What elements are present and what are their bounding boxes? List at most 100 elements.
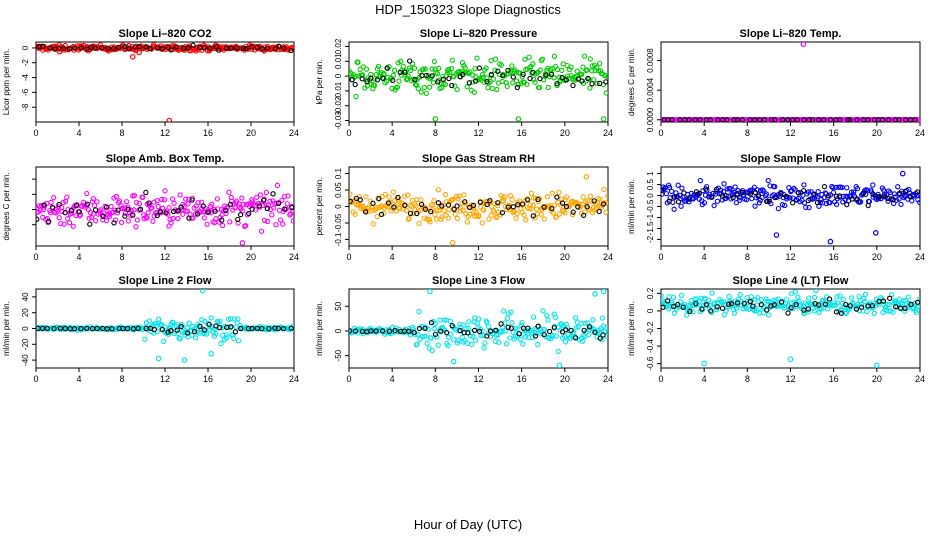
data-point	[701, 200, 708, 206]
data-point	[841, 304, 848, 310]
x-axis-title: Hour of Day (UTC)	[413, 517, 523, 532]
reference-point	[238, 325, 244, 332]
data-point	[432, 211, 438, 218]
data-point	[504, 315, 511, 321]
data-point	[168, 220, 174, 226]
reference-point	[111, 220, 117, 226]
reference-point	[395, 194, 401, 201]
y-tick-label: 0.2	[646, 287, 655, 299]
data-point	[530, 202, 536, 208]
data-point	[564, 194, 570, 200]
reference-point	[216, 47, 222, 53]
reference-point	[586, 324, 593, 330]
data-point	[830, 189, 837, 196]
data-point	[678, 203, 684, 209]
panel-3: Slope Li–820 Temp. degrees C per min. 0 4 8 1…	[627, 28, 925, 138]
reference-point	[541, 331, 547, 338]
data-point	[553, 333, 560, 339]
data-point	[502, 73, 508, 79]
reference-point	[530, 69, 536, 76]
reference-point	[47, 45, 53, 51]
reference-point	[352, 81, 358, 88]
reference-point	[559, 74, 565, 81]
outlier-point	[600, 289, 607, 295]
data-point	[917, 199, 920, 206]
y-tick-label: 0	[334, 73, 343, 78]
x-tick-label: 24	[915, 374, 925, 384]
data-point	[775, 296, 781, 302]
reference-point	[581, 212, 587, 219]
reference-point	[568, 327, 574, 334]
y-tick-label: -0.5	[646, 199, 655, 213]
data-point	[441, 208, 447, 214]
reference-point	[559, 200, 566, 206]
data-point	[792, 187, 798, 193]
reference-point	[264, 45, 271, 51]
data-point	[551, 75, 557, 81]
data-point	[837, 293, 843, 299]
reference-point	[73, 202, 80, 209]
x-tick-label: 0	[658, 374, 663, 384]
data-point	[492, 338, 499, 345]
data-point	[545, 317, 551, 323]
data-point	[224, 204, 230, 211]
reference-point	[100, 213, 106, 220]
y-tick-label: 0	[21, 326, 30, 331]
reference-point	[785, 117, 791, 122]
reference-point	[130, 212, 136, 218]
data-point	[731, 310, 737, 316]
reference-point	[527, 75, 533, 82]
reference-point	[505, 67, 511, 74]
data-point	[507, 192, 514, 199]
data-point	[492, 56, 499, 62]
x-tick-label: 12	[160, 374, 170, 384]
data-point	[803, 204, 809, 210]
reference-point	[715, 117, 721, 122]
reference-point	[61, 45, 67, 52]
data-point	[601, 186, 607, 193]
data-point	[749, 195, 755, 202]
data-point	[666, 184, 673, 191]
data-point	[390, 189, 397, 195]
reference-point	[84, 46, 90, 52]
panel-5: Slope Gas Stream RH percent per min. 0 4 8 12…	[315, 153, 613, 262]
reference-point	[487, 328, 494, 334]
reference-point	[890, 197, 896, 203]
reference-point	[357, 197, 363, 203]
reference-point	[893, 304, 899, 310]
reference-point	[541, 204, 547, 210]
data-point	[103, 217, 110, 224]
reference-point	[723, 193, 729, 199]
reference-point	[519, 201, 526, 207]
data-point	[128, 212, 134, 218]
data-point	[421, 84, 427, 91]
data-point	[352, 211, 358, 217]
data-point	[271, 205, 277, 211]
outlier-point	[129, 54, 136, 60]
data-point	[727, 185, 733, 192]
data-point	[588, 198, 595, 204]
reference-point	[379, 328, 386, 334]
data-point	[185, 201, 191, 207]
reference-point	[484, 333, 490, 339]
y-tick-label: -1	[646, 213, 655, 221]
reference-point	[885, 195, 891, 202]
reference-point	[397, 69, 403, 75]
data-point	[263, 189, 270, 196]
data-point	[161, 197, 168, 203]
data-point	[857, 199, 864, 205]
data-point	[587, 193, 594, 200]
data-point	[150, 218, 156, 224]
reference-point	[763, 198, 770, 205]
reference-point	[259, 46, 266, 52]
reference-point	[847, 117, 853, 122]
x-tick-label: 8	[119, 128, 124, 138]
data-point	[418, 89, 424, 95]
data-point	[427, 84, 433, 90]
y-tick-label: -0.6	[646, 356, 655, 370]
data-point	[428, 335, 434, 341]
data-point	[214, 196, 220, 202]
outlier-point	[239, 240, 246, 246]
reference-point	[892, 117, 898, 122]
data-point	[584, 67, 590, 73]
